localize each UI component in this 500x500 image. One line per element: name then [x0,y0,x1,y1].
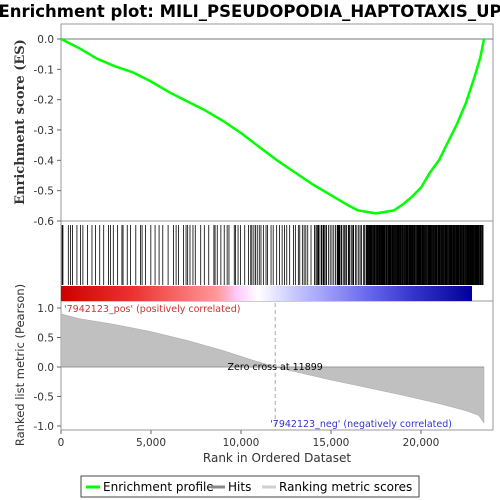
legend-enrichment-label: Enrichment profile [103,480,214,494]
x-axis-label: Rank in Ordered Dataset [203,451,351,465]
x-tick-label: 15,000 [313,437,350,449]
es-y-tick-label: -0.6 [34,216,55,228]
ranking-y-tick-label: -0.5 [34,392,55,404]
legend-hits-label: Hits [228,480,251,494]
gene-hit-marks [61,225,484,285]
x-axis-ticks: 0 5,000 10,000 15,000 20,000 [58,430,440,449]
es-y-label: Enrichment score (ES) [13,39,28,205]
x-tick-label: 0 [58,437,65,449]
ranking-y-tick-label: 0.5 [37,333,54,345]
x-tick-label: 5,000 [136,437,166,449]
ranking-y-ticks: 1.0 0.5 0.0 -0.5 -1.0 [34,303,61,433]
ranking-metric-area [60,313,485,424]
enrichment-profile-line [60,37,486,215]
es-y-tick-label: -0.4 [34,155,55,167]
plot-title: Enrichment plot: MILI_PSEUDOPODIA_HAPTOT… [0,2,500,21]
ranked-color-bar [61,286,472,301]
es-y-tick-label: -0.1 [34,64,55,76]
negative-correlation-label: '7942123_neg' (negatively correlated) [270,419,452,430]
es-y-tick-label: -0.3 [34,125,55,137]
enrichment-panel-frame [60,23,494,222]
legend-ranking-label: Ranking metric scores [279,480,412,494]
zero-cross-label: Zero cross at 11899 [228,362,323,373]
x-tick-label: 10,000 [223,437,260,449]
x-tick-label: 20,000 [403,437,440,449]
legend: Enrichment profile Hits Ranking metric s… [80,475,420,498]
es-y-tick-label: -0.5 [34,186,55,198]
legend-box [80,475,420,498]
es-y-tick-label: -0.2 [34,95,55,107]
ranking-y-tick-label: 1.0 [37,303,54,315]
positive-correlation-label: '7942123_pos' (positively correlated) [64,304,240,315]
ranking-y-label: Ranked list metric (Pearson) [13,284,27,446]
ranking-y-tick-label: 0.0 [37,362,54,374]
es-y-tick-label: 0.0 [37,34,54,46]
es-y-ticks: 0.0 -0.1 -0.2 -0.3 -0.4 -0.5 -0.6 [34,34,61,228]
ranking-y-tick-label: -1.0 [34,421,55,433]
